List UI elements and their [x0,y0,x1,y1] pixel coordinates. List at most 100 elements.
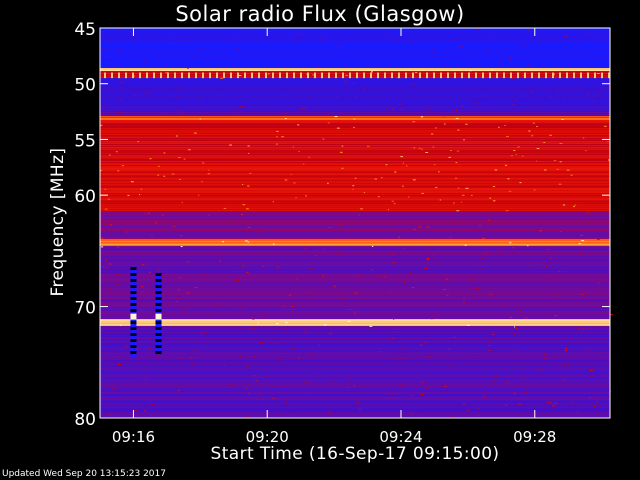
band-row [100,323,610,325]
band-row [100,211,610,213]
band-row [100,186,610,188]
noise-speckle [293,182,296,184]
noise-speckle [331,382,334,384]
noise-speckle [318,344,320,346]
band-row [100,416,610,418]
band-row [100,330,610,332]
burst-segment [155,324,162,327]
band-row [100,187,610,189]
noise-speckle [248,152,250,154]
band-row [100,166,610,168]
band-row [100,380,610,382]
noise-speckle [261,316,264,318]
dash-mark [251,72,253,79]
noise-speckle [572,206,575,208]
band-row [100,309,610,311]
band-row [100,34,610,36]
band-row [100,376,610,378]
y-tick-label: 60 [74,187,96,207]
noise-speckle [109,414,113,416]
band-row [100,247,610,249]
noise-speckle [317,65,321,67]
noise-speckle [239,355,242,357]
noise-speckle [405,165,408,167]
dash-mark [188,72,190,79]
noise-speckle [206,57,210,59]
noise-speckle [503,304,505,306]
band-row [100,161,610,163]
dash-mark [370,72,372,79]
band-row [100,367,610,369]
noise-speckle [477,415,480,417]
noise-speckle [144,410,146,412]
noise-speckle [544,169,547,171]
axes-frame [99,27,611,419]
band-row [100,72,610,74]
noise-speckle [353,311,356,313]
noise-speckle [381,177,383,179]
burst-segment [130,330,137,333]
band-row [100,98,610,100]
noise-speckle [118,29,121,31]
noise-speckle [345,74,348,76]
band-row [100,174,610,176]
noise-speckle [252,318,255,320]
noise-speckle [531,135,534,137]
noise-speckle [450,150,452,152]
noise-speckle [259,394,262,396]
band-row [100,54,610,56]
noise-speckle [444,123,446,125]
band-row [100,206,610,208]
noise-speckle [179,277,182,279]
band-row [100,150,610,152]
band-row [100,342,610,344]
noise-speckle [559,142,563,144]
band-row [100,326,610,328]
noise-speckle [183,276,187,278]
noise-speckle [203,331,207,333]
band-row [100,193,610,195]
noise-speckle [199,97,202,99]
band-row [100,229,610,231]
band-row [100,209,610,211]
noise-speckle [480,257,483,259]
dash-mark [433,72,435,79]
dash-mark [167,72,169,79]
band-row [100,237,610,239]
band-row [100,140,610,142]
noise-speckle [393,358,397,360]
noise-speckle [407,196,410,198]
band-row [100,298,610,300]
noise-speckle [108,263,112,265]
burst-segment [155,276,162,279]
noise-speckle [352,83,355,85]
band-row [100,203,610,205]
noise-speckle [363,192,366,194]
band-row [100,131,610,133]
burst-segment [155,348,162,351]
noise-speckle [444,385,447,387]
burst-segment [155,285,162,288]
noise-speckle [135,348,139,350]
noise-speckle [339,254,342,256]
band-row [100,231,610,233]
noise-speckle [548,402,552,404]
band-row [100,244,610,246]
band-row [100,198,610,200]
noise-speckle [167,43,171,45]
band-row [100,80,610,82]
dash-mark [174,72,176,79]
noise-speckle [353,385,356,387]
noise-speckle [463,139,465,141]
noise-speckle [457,187,460,189]
noise-speckle [194,287,198,289]
band-row [100,39,610,41]
band-row [100,397,610,399]
band-row [100,197,610,199]
band-row [100,129,610,131]
noise-speckle [205,345,208,347]
band-row [100,258,610,260]
dash-mark [524,72,526,79]
noise-speckle [181,309,185,311]
